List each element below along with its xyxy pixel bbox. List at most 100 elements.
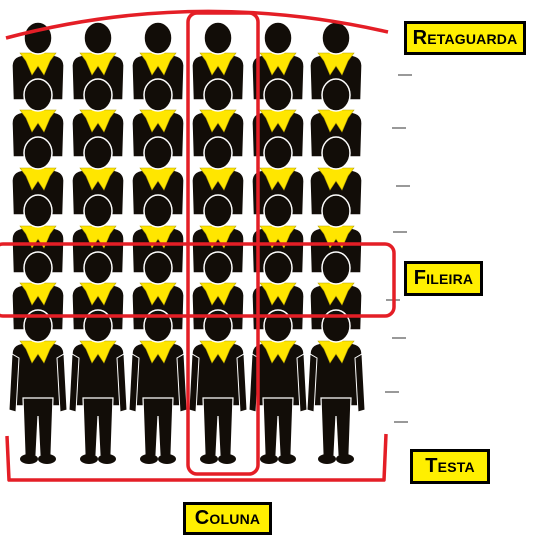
scout-foot (158, 454, 176, 464)
scout-figure (8, 309, 68, 464)
scout-arm (128, 353, 140, 413)
scarf (317, 109, 355, 133)
scout-figure (188, 309, 248, 464)
scout-arm (176, 353, 188, 413)
scout-head (203, 136, 233, 170)
scarf (317, 340, 355, 364)
scout-legs (82, 397, 114, 457)
scout-head (83, 78, 113, 112)
scout-head (203, 309, 233, 343)
scout-legs (202, 397, 234, 457)
scout-head (23, 251, 53, 285)
fileira-highlight-box (0, 242, 396, 318)
scout-head (203, 21, 233, 55)
scarf (259, 167, 297, 191)
scout-foot (278, 454, 296, 464)
scout-arm (116, 353, 128, 413)
retaguarda-label: Retaguarda (404, 21, 526, 55)
scout-legs (320, 397, 352, 457)
scout-head (321, 21, 351, 55)
fileira-label: Fileira (404, 261, 483, 296)
scarf (317, 52, 355, 76)
scarf (199, 109, 237, 133)
scarf (317, 282, 355, 306)
highlight-layer (0, 9, 396, 482)
scarf (19, 109, 57, 133)
scout-foot (80, 454, 98, 464)
marks-layer (385, 74, 412, 423)
scout-foot (38, 454, 56, 464)
scout-head (23, 78, 53, 112)
scarf (19, 340, 57, 364)
scarf (259, 282, 297, 306)
scout-head (203, 78, 233, 112)
scout-legs (22, 397, 54, 457)
scarf (199, 282, 237, 306)
scout-head (143, 78, 173, 112)
scout-head (203, 251, 233, 285)
scout-head (321, 309, 351, 343)
scarf (199, 340, 237, 364)
scout-legs (142, 397, 174, 457)
scout-head (263, 309, 293, 343)
scout-head (23, 194, 53, 228)
scout-foot (318, 454, 336, 464)
scout-head (83, 194, 113, 228)
scout-foot (20, 454, 38, 464)
scout-head (83, 251, 113, 285)
people-grid (8, 21, 366, 464)
scout-foot (336, 454, 354, 464)
scarf (259, 52, 297, 76)
scout-foot (218, 454, 236, 464)
scout-head (143, 194, 173, 228)
scarf (79, 52, 117, 76)
scout-figure (128, 309, 188, 464)
scout-figure (191, 251, 245, 331)
testa-label: Testa (410, 449, 490, 484)
scout-head (263, 21, 293, 55)
scout-head (143, 21, 173, 55)
scout-head (23, 136, 53, 170)
scout-arm (8, 353, 20, 413)
scarf (199, 167, 237, 191)
scout-head (23, 309, 53, 343)
scout-head (203, 194, 233, 228)
scarf (79, 282, 117, 306)
scarf (19, 167, 57, 191)
scout-head (321, 194, 351, 228)
scarf (199, 52, 237, 76)
scout-arm (68, 353, 80, 413)
scout-figure (306, 309, 366, 464)
scout-head (321, 78, 351, 112)
scarf (19, 282, 57, 306)
scarf (139, 109, 177, 133)
scarf (79, 340, 117, 364)
scout-head (263, 136, 293, 170)
scarf (317, 167, 355, 191)
scout-head (321, 251, 351, 285)
scout-arm (354, 353, 366, 413)
scout-head (263, 78, 293, 112)
scout-arm (188, 353, 200, 413)
scout-head (263, 251, 293, 285)
scout-figure (68, 309, 128, 464)
scout-head (321, 136, 351, 170)
scout-arm (306, 353, 318, 413)
scarf (79, 109, 117, 133)
scout-head (143, 309, 173, 343)
scout-arm (236, 353, 248, 413)
scarf (79, 167, 117, 191)
scout-head (83, 136, 113, 170)
scout-figure (309, 136, 363, 216)
scarf (139, 52, 177, 76)
scarf (139, 167, 177, 191)
scout-arm (296, 353, 308, 413)
coluna-label: Coluna (183, 502, 272, 535)
scarf (19, 52, 57, 76)
scout-head (263, 194, 293, 228)
scout-arm (56, 353, 68, 413)
scout-head (83, 21, 113, 55)
scout-legs (262, 397, 294, 457)
scout-foot (200, 454, 218, 464)
